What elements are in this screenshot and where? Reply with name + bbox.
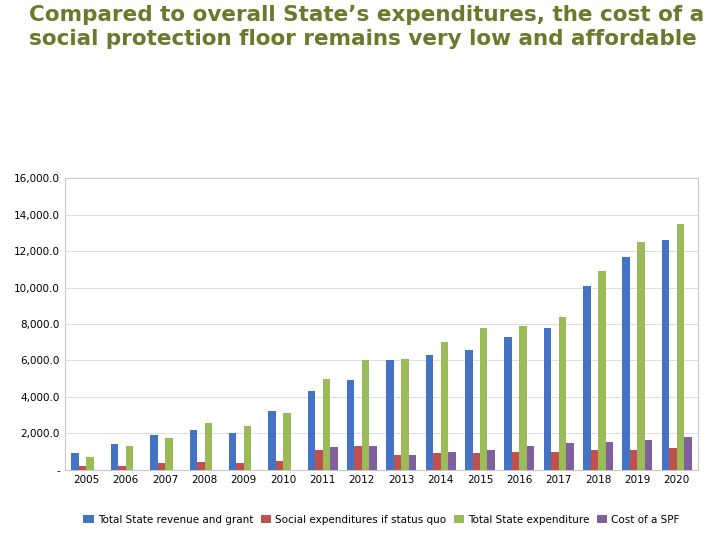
Bar: [401, 359, 409, 470]
Bar: [71, 454, 79, 470]
Bar: [150, 435, 158, 470]
Bar: [598, 271, 606, 470]
Bar: [369, 446, 377, 470]
Bar: [244, 426, 251, 470]
Bar: [347, 381, 354, 470]
Bar: [544, 328, 552, 470]
Bar: [229, 433, 236, 470]
Bar: [583, 286, 590, 470]
Bar: [158, 463, 165, 470]
Bar: [79, 466, 86, 470]
Bar: [512, 451, 519, 470]
Bar: [283, 413, 291, 470]
Bar: [637, 242, 645, 470]
Bar: [276, 461, 283, 470]
Bar: [559, 316, 566, 470]
Bar: [505, 337, 512, 470]
Bar: [527, 446, 534, 470]
Legend: Total State revenue and grant, Social expenditures if status quo, Total State ex: Total State revenue and grant, Social ex…: [79, 510, 684, 529]
Bar: [362, 361, 369, 470]
Bar: [189, 430, 197, 470]
Bar: [269, 411, 276, 470]
Bar: [126, 446, 133, 470]
Bar: [236, 462, 244, 470]
Bar: [448, 451, 456, 470]
Bar: [472, 454, 480, 470]
Bar: [519, 326, 527, 470]
Bar: [645, 440, 652, 470]
Bar: [684, 437, 692, 470]
Bar: [165, 438, 173, 470]
Bar: [111, 444, 118, 470]
Bar: [394, 455, 401, 470]
Bar: [606, 442, 613, 470]
Bar: [387, 361, 394, 470]
Bar: [118, 466, 126, 470]
Bar: [623, 256, 630, 470]
Bar: [197, 462, 204, 470]
Bar: [566, 443, 574, 470]
Bar: [86, 457, 94, 470]
Bar: [677, 224, 684, 470]
Bar: [354, 446, 362, 470]
Bar: [441, 342, 448, 470]
Bar: [204, 423, 212, 470]
Bar: [590, 450, 598, 470]
Bar: [670, 448, 677, 470]
Bar: [409, 455, 416, 470]
Bar: [433, 454, 441, 470]
Bar: [662, 240, 670, 470]
Bar: [315, 450, 323, 470]
Bar: [480, 328, 487, 470]
Bar: [330, 447, 338, 470]
Bar: [552, 451, 559, 470]
Bar: [426, 355, 433, 470]
Bar: [307, 392, 315, 470]
Bar: [630, 450, 637, 470]
Text: Compared to overall State’s expenditures, the cost of a
social protection floor : Compared to overall State’s expenditures…: [29, 5, 704, 49]
Bar: [487, 450, 495, 470]
Bar: [465, 349, 472, 470]
Bar: [323, 379, 330, 470]
